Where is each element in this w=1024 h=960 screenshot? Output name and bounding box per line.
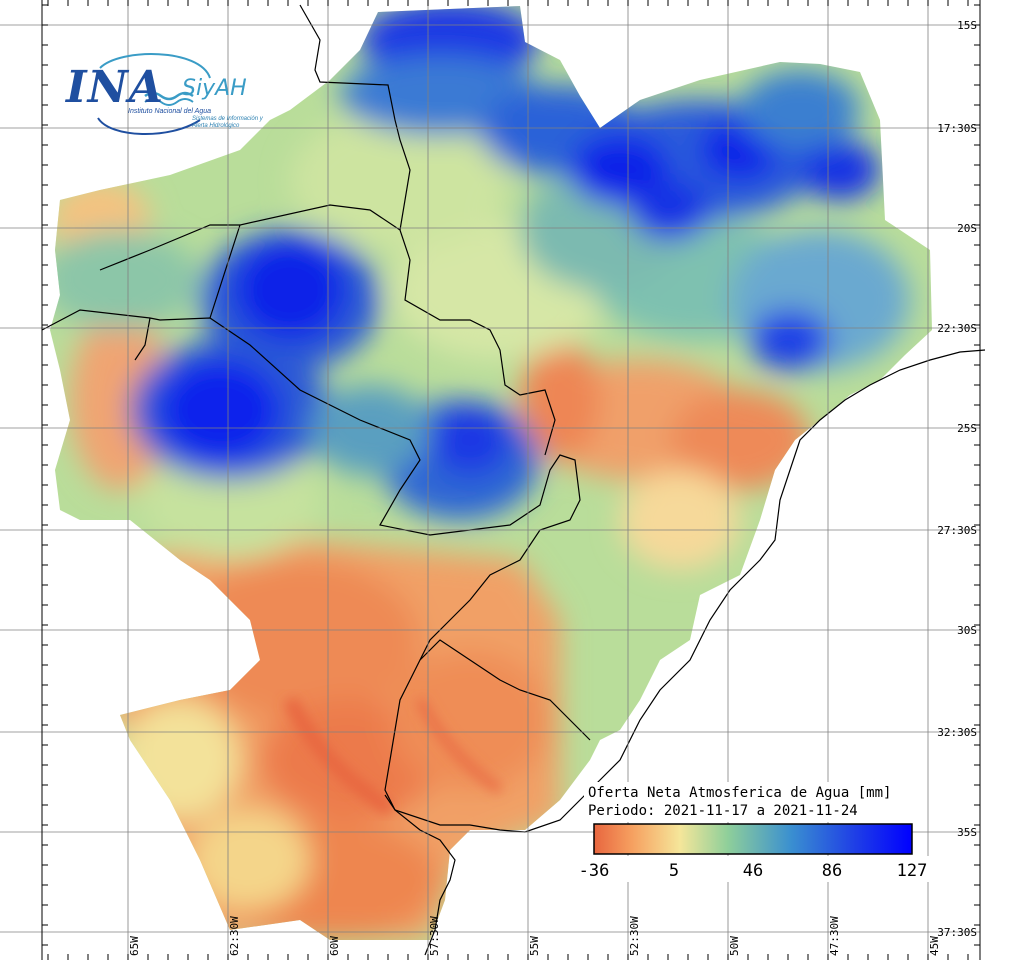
legend-tick: 46 <box>743 861 763 881</box>
lat-label: 17:30S <box>937 122 977 135</box>
lon-label: 45W <box>928 936 941 956</box>
lon-label: 55W <box>528 936 541 956</box>
map-frame <box>41 0 981 960</box>
legend-title: Oferta Neta Atmosferica de Agua [mm] <box>588 785 891 801</box>
lat-label: 27:30S <box>937 524 977 537</box>
logo-acronym: INA <box>66 62 164 113</box>
lon-label: 50W <box>728 936 741 956</box>
lon-label: 52:30W <box>628 916 641 956</box>
legend-colorbar <box>593 823 913 855</box>
lon-label: 47:30W <box>828 916 841 956</box>
logo-swoosh-icon <box>97 53 211 136</box>
legend-tick: 86 <box>822 861 842 881</box>
ina-siyah-logo: INA SiyAH Instituto Nacional del Agua Si… <box>60 48 270 148</box>
logo-institute: Instituto Nacional del Agua <box>128 108 212 115</box>
lat-label: 35S <box>957 826 977 839</box>
legend-tick: 127 <box>897 861 928 881</box>
legend-tick: -36 <box>579 861 610 881</box>
lat-label: 15S <box>957 19 977 32</box>
latitude-labels: 15S 17:30S 20S 22:30S 25S 27:30S 30S 32:… <box>937 19 977 939</box>
logo-system-full: Sistemas de Información y Alerta Hidroló… <box>192 116 263 129</box>
lat-label: 25S <box>957 422 977 435</box>
lon-label: 60W <box>328 936 341 956</box>
legend: Oferta Neta Atmosferica de Agua [mm] Per… <box>576 782 932 882</box>
lat-label: 30S <box>957 624 977 637</box>
lon-label: 65W <box>128 936 141 956</box>
lat-label: 20S <box>957 222 977 235</box>
longitude-labels: 65W 62:30W 60W 57:30W 55W 52:30W 50W 47:… <box>128 916 941 956</box>
lat-label: 37:30S <box>937 926 977 939</box>
lat-label: 22:30S <box>937 322 977 335</box>
political-boundaries <box>41 4 986 956</box>
logo-system: SiyAH <box>182 76 247 101</box>
lat-label: 32:30S <box>937 726 977 739</box>
legend-period: Periodo: 2021-11-17 a 2021-11-24 <box>588 803 858 819</box>
lon-label: 57:30W <box>428 916 441 956</box>
lon-label: 62:30W <box>228 916 241 956</box>
legend-tick: 5 <box>669 861 679 881</box>
